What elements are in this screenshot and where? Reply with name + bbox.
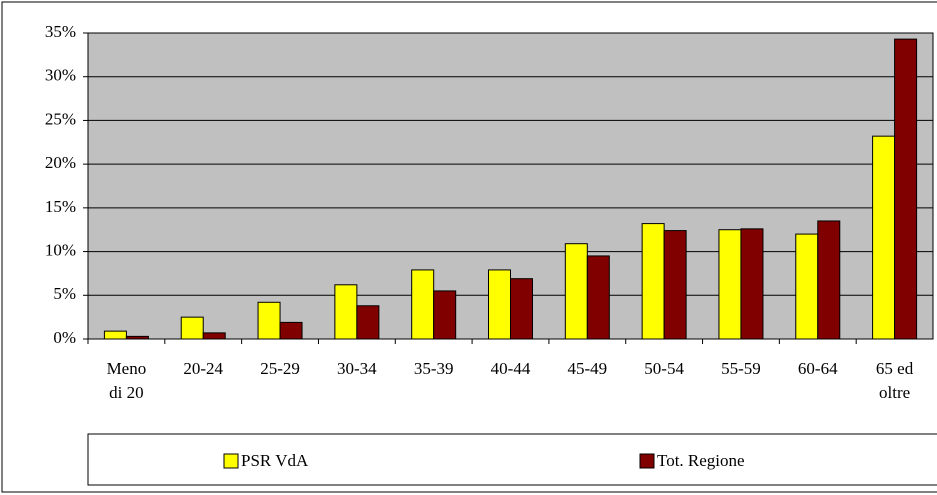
bar — [817, 220, 841, 340]
bar — [641, 223, 665, 340]
legend-label: Tot. Regione — [657, 451, 745, 470]
y-tick-label: 15% — [45, 197, 76, 216]
bar — [334, 284, 358, 340]
x-tick-label: 35-39 — [413, 359, 454, 378]
y-tick-label: 35% — [45, 22, 76, 41]
bar — [894, 38, 918, 340]
bar — [279, 321, 303, 340]
bar — [433, 290, 457, 340]
bar — [488, 269, 511, 340]
bar — [663, 230, 687, 340]
bar — [202, 332, 226, 340]
bar — [740, 228, 764, 340]
x-tick-label: 55-59 — [721, 359, 761, 378]
x-tick-label: 65 ed oltre — [875, 359, 914, 402]
legend-swatch — [223, 453, 239, 469]
bar — [180, 316, 204, 340]
x-tick-label: 30-34 — [337, 359, 377, 378]
legend-swatch — [639, 453, 655, 469]
bar — [356, 305, 380, 340]
x-tick-label: 40-44 — [490, 359, 531, 378]
bar — [103, 330, 127, 340]
legend-label: PSR VdA — [241, 451, 309, 470]
x-tick-label: 45-49 — [567, 359, 608, 378]
bar — [564, 243, 588, 340]
bar — [718, 229, 742, 340]
x-tick-label: 60-64 — [797, 359, 838, 378]
y-tick-label: 10% — [45, 240, 76, 259]
bar — [872, 135, 896, 340]
y-tick-label: 25% — [45, 109, 76, 128]
x-tick-label: Meno di 20 — [106, 359, 147, 402]
bar — [510, 278, 533, 340]
y-tick-label: 20% — [45, 153, 76, 172]
legend-box — [87, 433, 937, 486]
bar — [411, 269, 435, 340]
x-tick-label: 25-29 — [260, 359, 300, 378]
x-tick-label: 50-54 — [644, 359, 684, 378]
y-tick-label: 0% — [53, 328, 76, 347]
y-tick-label: 5% — [53, 284, 76, 303]
x-tick-label: 20-24 — [183, 359, 224, 378]
bar — [257, 301, 281, 340]
bar — [586, 255, 610, 340]
bar — [795, 233, 819, 340]
y-tick-label: 30% — [45, 66, 76, 85]
